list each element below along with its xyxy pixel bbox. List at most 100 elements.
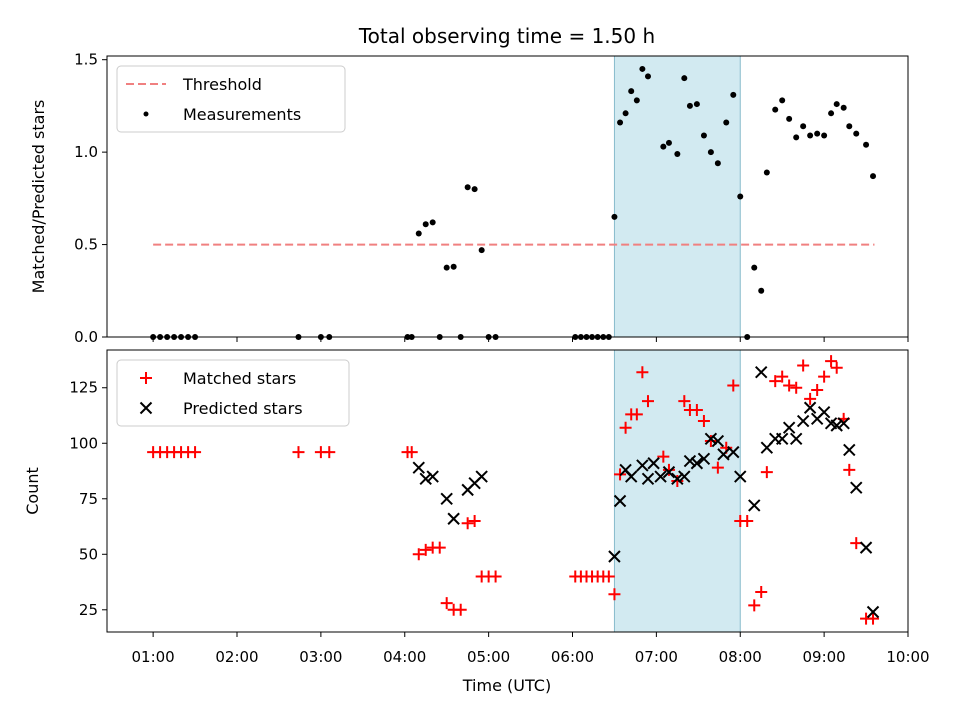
matched-star-point bbox=[412, 548, 425, 561]
measurement-point bbox=[758, 287, 765, 294]
measurement-point bbox=[639, 65, 646, 72]
matched-star-point bbox=[454, 603, 467, 616]
predicted-star-point bbox=[613, 494, 627, 508]
x-tick-label: 06:00 bbox=[551, 648, 594, 666]
predicted-star-point bbox=[789, 432, 803, 446]
predicted-star-point bbox=[866, 605, 880, 619]
measurement-point bbox=[422, 221, 429, 228]
measurement-point bbox=[617, 119, 624, 126]
measurement-point bbox=[693, 101, 700, 108]
matched-star-point bbox=[662, 463, 675, 476]
measurement-point bbox=[853, 130, 860, 137]
matched-star-point bbox=[711, 461, 724, 474]
matched-star-point bbox=[189, 446, 202, 459]
measurement-point bbox=[751, 264, 758, 271]
measurement-point bbox=[814, 130, 821, 137]
matched-star-point bbox=[292, 446, 305, 459]
measurement-point bbox=[681, 75, 688, 82]
measurement-point bbox=[800, 123, 807, 130]
x-tick-label: 04:00 bbox=[383, 648, 426, 666]
measurement-point bbox=[737, 193, 744, 200]
bottom-panel: 25 50 75 100 125 01:00 02:00 03:00 04:00 05:00 06:… bbox=[23, 349, 930, 666]
measurement-point bbox=[628, 88, 635, 95]
predicted-star-point bbox=[697, 452, 711, 466]
matched-star-point bbox=[433, 541, 446, 554]
x-tick-label: 07:00 bbox=[635, 648, 678, 666]
measurement-point bbox=[707, 149, 714, 156]
matched-star-point bbox=[461, 517, 474, 530]
legend-box bbox=[116, 65, 346, 133]
matched-star-point bbox=[608, 588, 621, 601]
matched-star-point bbox=[804, 392, 817, 405]
matched-star-point bbox=[630, 408, 643, 421]
legend: Threshold Measurements bbox=[116, 65, 346, 133]
x-tick-label: 08:00 bbox=[719, 648, 762, 666]
matched-star-point bbox=[727, 379, 740, 392]
measurement-point bbox=[478, 247, 485, 254]
y-tick-label: 1.0 bbox=[74, 143, 98, 161]
measurement-point bbox=[622, 110, 629, 117]
matched-star-point bbox=[797, 359, 810, 372]
measurement-point bbox=[863, 141, 870, 148]
predicted-star-point bbox=[419, 472, 432, 485]
measurement-point bbox=[611, 213, 618, 220]
observing-span bbox=[613, 349, 741, 633]
axes-frame bbox=[106, 349, 909, 633]
top-panel: 0.0 0.5 1.0 1.5 Matched/Predicted stars Thres… bbox=[29, 51, 909, 346]
matched-star-point bbox=[830, 361, 843, 374]
predicted-star-point bbox=[475, 470, 488, 483]
matched-star-point bbox=[671, 475, 684, 488]
predicted-star-point bbox=[426, 470, 439, 483]
predicted-star-point bbox=[662, 465, 676, 479]
predicted-star-point bbox=[683, 454, 697, 468]
legend-entry-label: Predicted stars bbox=[183, 399, 303, 418]
predicted-star-point bbox=[782, 421, 796, 434]
predicted-star-point bbox=[636, 459, 649, 472]
matched-star-point bbox=[776, 370, 789, 383]
predicted-star-point bbox=[711, 434, 725, 448]
matched-star-point bbox=[641, 395, 654, 408]
predicted-star-point bbox=[817, 405, 831, 419]
predicted-star-point bbox=[755, 365, 768, 379]
measurement-point bbox=[821, 132, 828, 139]
measurement-point bbox=[644, 73, 651, 80]
measurement-point bbox=[464, 184, 471, 191]
matched-star-point bbox=[755, 586, 768, 599]
predicted-star-point bbox=[850, 481, 863, 494]
measurement-point bbox=[828, 110, 835, 117]
measurement-point bbox=[443, 264, 450, 271]
y-tick-label: 0.0 bbox=[74, 328, 98, 346]
predicted-star-point bbox=[440, 492, 453, 505]
measurement-point bbox=[779, 97, 786, 104]
y-tick-label: 25 bbox=[79, 601, 98, 619]
y-tick-label: 125 bbox=[69, 379, 98, 397]
matched-star-point bbox=[843, 463, 856, 476]
matched-star-point bbox=[405, 446, 418, 459]
measurement-point bbox=[714, 160, 721, 167]
predicted-star-point bbox=[830, 419, 843, 432]
measurement-point bbox=[840, 104, 847, 111]
matched-star-point bbox=[825, 355, 838, 368]
matched-star-point bbox=[489, 570, 502, 583]
matched-star-point bbox=[867, 612, 880, 625]
predicted-star-point bbox=[803, 401, 817, 414]
measurement-point bbox=[471, 186, 478, 193]
matched-star-point bbox=[790, 381, 803, 394]
legend-measurement-swatch bbox=[143, 111, 149, 117]
x-tick-label: 05:00 bbox=[467, 648, 510, 666]
matched-star-point bbox=[741, 514, 754, 527]
predicted-star-point bbox=[734, 470, 747, 483]
measurement-point bbox=[793, 134, 800, 141]
measurement-point bbox=[786, 115, 793, 122]
matched-star-point bbox=[468, 514, 481, 527]
measurement-point bbox=[633, 97, 640, 104]
measurement-point bbox=[450, 263, 457, 270]
predicted-star-point bbox=[727, 445, 740, 459]
predicted-star-point bbox=[447, 512, 460, 525]
predicted-star-point bbox=[843, 443, 856, 457]
predicted-star-point bbox=[647, 457, 660, 470]
axes-frame bbox=[106, 55, 909, 338]
predicted-star-point bbox=[775, 432, 789, 446]
legend-matched-swatch bbox=[140, 372, 152, 384]
matched-star-point bbox=[690, 403, 703, 416]
